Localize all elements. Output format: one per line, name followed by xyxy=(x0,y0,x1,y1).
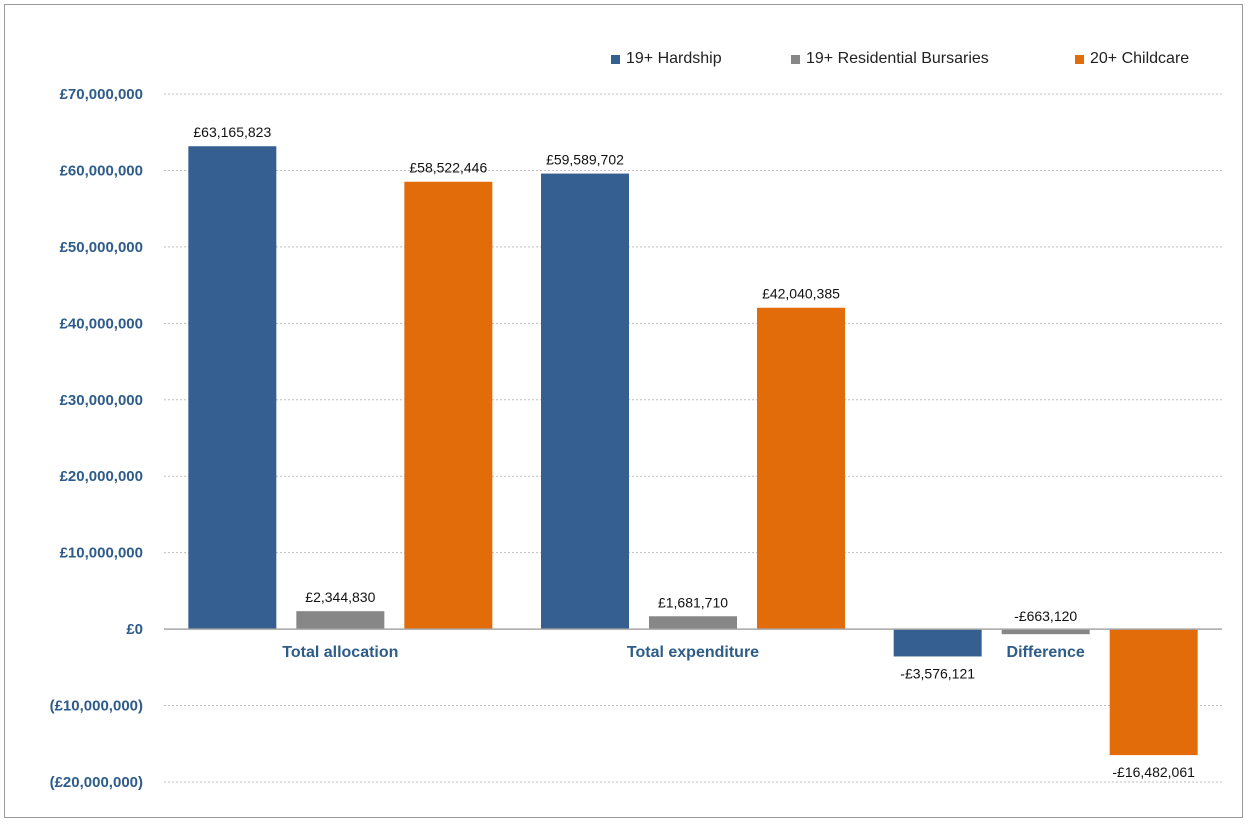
legend-label-residential-bursaries: 19+ Residential Bursaries xyxy=(806,50,989,67)
data-label: -£3,576,121 xyxy=(900,665,975,681)
bar xyxy=(893,629,982,657)
x-category-label: Total allocation xyxy=(282,644,398,661)
y-tick-label: £70,000,000 xyxy=(60,86,143,103)
bar xyxy=(541,173,629,630)
data-label: £58,522,446 xyxy=(409,160,487,176)
bar xyxy=(1001,629,1090,635)
x-category-label: Total expenditure xyxy=(627,644,759,661)
bar xyxy=(649,616,737,630)
data-label: £42,040,385 xyxy=(762,286,840,302)
bar xyxy=(188,146,277,630)
legend-item-childcare: 20+ Childcare xyxy=(1075,48,1189,70)
data-label: £63,165,823 xyxy=(193,124,271,140)
legend-item-residential-bursaries: 19+ Residential Bursaries xyxy=(791,48,989,70)
data-label: -£663,120 xyxy=(1014,608,1077,624)
chart-legend: 19+ Hardship 19+ Residential Bursaries 2… xyxy=(0,48,1249,70)
y-tick-label: £10,000,000 xyxy=(60,545,143,562)
y-tick-label: £20,000,000 xyxy=(60,468,143,485)
data-label: £59,589,702 xyxy=(546,152,624,168)
legend-label-childcare: 20+ Childcare xyxy=(1090,50,1190,67)
y-tick-label: £60,000,000 xyxy=(60,162,143,179)
legend-swatch-hardship xyxy=(611,54,620,64)
y-tick-label: £0 xyxy=(126,621,143,638)
bar xyxy=(296,611,385,630)
y-tick-label: £50,000,000 xyxy=(60,239,143,256)
bar xyxy=(1109,629,1198,756)
x-category-label: Difference xyxy=(1007,644,1085,661)
y-tick-label: £40,000,000 xyxy=(60,315,143,332)
legend-label-hardship: 19+ Hardship xyxy=(626,50,722,67)
data-label: -£16,482,061 xyxy=(1112,764,1195,780)
legend-swatch-residential-bursaries xyxy=(791,54,800,64)
legend-swatch-childcare xyxy=(1075,54,1084,64)
y-tick-label: (£20,000,000) xyxy=(50,774,143,791)
data-label: £1,681,710 xyxy=(658,594,728,610)
y-tick-label: £30,000,000 xyxy=(60,392,143,409)
bar xyxy=(404,181,493,630)
data-label: £2,344,830 xyxy=(305,589,375,605)
y-tick-label: (£10,000,000) xyxy=(50,698,143,715)
bar xyxy=(757,307,845,630)
legend-item-hardship: 19+ Hardship xyxy=(611,48,722,70)
